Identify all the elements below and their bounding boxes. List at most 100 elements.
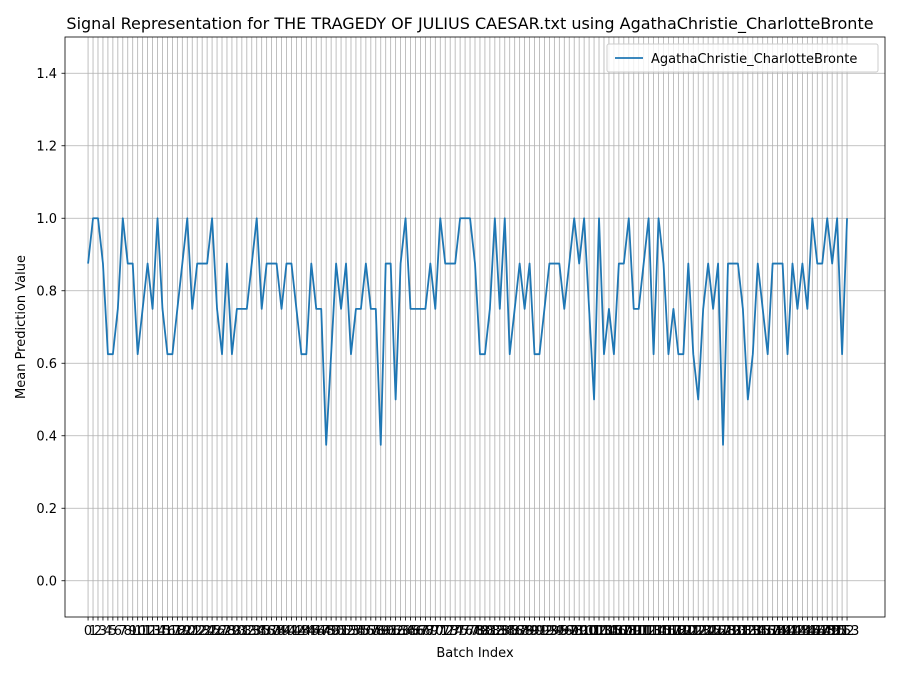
legend: AgathaChristie_CharlotteBronte <box>606 43 879 73</box>
x-tick-label: 9 <box>129 624 137 639</box>
x-tick-label: 100 <box>572 624 597 639</box>
x-tick-label: 119 <box>666 624 691 639</box>
x-tick-label: 142 <box>780 624 805 639</box>
x-tick-label: 2 <box>94 624 102 639</box>
x-tick-label: 39 <box>273 624 290 639</box>
y-tick-label: 1.4 <box>36 67 57 82</box>
x-tick-label: 126 <box>701 624 726 639</box>
x-axis-ticks: 0123456789101112131415161718192021222324… <box>84 617 859 639</box>
x-tick-label: 61 <box>382 624 399 639</box>
x-tick-label: 51 <box>333 624 350 639</box>
x-tick-label: 3 <box>99 624 107 639</box>
x-tick-label: 138 <box>760 624 785 639</box>
x-tick-label: 45 <box>303 624 320 639</box>
x-tick-label: 145 <box>795 624 820 639</box>
x-tick-label: 135 <box>745 624 770 639</box>
x-tick-label: 91 <box>531 624 548 639</box>
x-tick-label: 116 <box>651 624 676 639</box>
x-tick-label: 73 <box>442 624 459 639</box>
x-tick-label: 113 <box>636 624 661 639</box>
x-tick-label: 80 <box>477 624 494 639</box>
x-tick-label: 63 <box>392 624 409 639</box>
x-tick-label: 121 <box>676 624 701 639</box>
legend-label: AgathaChristie_CharlotteBronte <box>651 52 857 67</box>
x-tick-label: 139 <box>765 624 790 639</box>
legend-box <box>606 43 879 73</box>
x-tick-label: 103 <box>587 624 612 639</box>
x-tick-label: 82 <box>487 624 504 639</box>
x-tick-label: 136 <box>750 624 775 639</box>
x-tick-label: 6 <box>114 624 122 639</box>
plot-frame <box>64 36 886 618</box>
x-tick-label: 8 <box>124 624 132 639</box>
y-tick-label: 0.6 <box>36 357 57 372</box>
y-tick-label: 1.0 <box>36 212 57 227</box>
x-tick-label: 18 <box>169 624 186 639</box>
x-tick-label: 150 <box>820 624 845 639</box>
x-tick-label: 117 <box>656 624 681 639</box>
x-tick-label: 101 <box>577 624 602 639</box>
x-tick-label: 49 <box>323 624 340 639</box>
x-tick-label: 54 <box>348 624 365 639</box>
x-tick-label: 85 <box>501 624 518 639</box>
x-tick-label: 81 <box>482 624 499 639</box>
x-tick-label: 69 <box>422 624 439 639</box>
x-tick-label: 40 <box>278 624 295 639</box>
x-tick-label: 62 <box>387 624 404 639</box>
x-tick-label: 64 <box>397 624 414 639</box>
x-tick-label: 43 <box>293 624 310 639</box>
x-tick-label: 112 <box>631 624 656 639</box>
x-tick-label: 149 <box>815 624 840 639</box>
x-tick-label: 134 <box>740 624 765 639</box>
x-tick-label: 107 <box>606 624 631 639</box>
x-tick-label: 137 <box>755 624 780 639</box>
x-tick-label: 84 <box>496 624 513 639</box>
x-tick-label: 93 <box>541 624 558 639</box>
x-tick-label: 90 <box>526 624 543 639</box>
x-tick-label: 110 <box>621 624 646 639</box>
x-tick-label: 10 <box>129 624 146 639</box>
x-tick-label: 13 <box>144 624 161 639</box>
y-tick-label: 0.0 <box>36 574 57 589</box>
x-tick-label: 122 <box>681 624 706 639</box>
x-tick-label: 123 <box>686 624 711 639</box>
x-tick-label: 31 <box>234 624 251 639</box>
x-tick-label: 27 <box>214 624 231 639</box>
x-tick-label: 144 <box>790 624 815 639</box>
x-tick-label: 20 <box>179 624 196 639</box>
x-tick-label: 26 <box>209 624 226 639</box>
x-tick-label: 78 <box>467 624 484 639</box>
x-tick-label: 108 <box>611 624 636 639</box>
x-tick-label: 53 <box>343 624 360 639</box>
chart-title: Signal Representation for THE TRAGEDY OF… <box>66 14 873 34</box>
x-tick-label: 111 <box>626 624 651 639</box>
x-tick-label: 22 <box>189 624 206 639</box>
x-tick-label: 130 <box>721 624 746 639</box>
x-tick-label: 94 <box>546 624 563 639</box>
x-tick-label: 141 <box>775 624 800 639</box>
x-tick-label: 124 <box>691 624 716 639</box>
x-gridlines <box>87 37 848 617</box>
x-tick-label: 88 <box>516 624 533 639</box>
x-tick-label: 55 <box>353 624 370 639</box>
y-tick-label: 0.8 <box>36 284 57 299</box>
x-tick-label: 58 <box>368 624 385 639</box>
y-axis-ticks: 0.0 0.2 0.4 0.6 0.8 1.0 1.2 1.4 <box>36 67 65 589</box>
x-tick-label: 37 <box>263 624 280 639</box>
x-tick-label: 83 <box>492 624 509 639</box>
y-tick-label: 0.2 <box>36 502 57 517</box>
x-tick-label: 147 <box>805 624 830 639</box>
x-tick-label: 79 <box>472 624 489 639</box>
x-tick-label: 34 <box>248 624 265 639</box>
x-tick-label: 46 <box>308 624 325 639</box>
y-axis-label: Mean Prediction Value <box>14 255 29 399</box>
x-tick-label: 14 <box>149 624 166 639</box>
x-tick-label: 132 <box>730 624 755 639</box>
x-tick-label: 17 <box>164 624 181 639</box>
x-tick-label: 70 <box>427 624 444 639</box>
x-tick-label: 25 <box>204 624 221 639</box>
x-tick-label: 19 <box>174 624 191 639</box>
x-tick-label: 4 <box>104 624 112 639</box>
x-tick-label: 129 <box>716 624 741 639</box>
